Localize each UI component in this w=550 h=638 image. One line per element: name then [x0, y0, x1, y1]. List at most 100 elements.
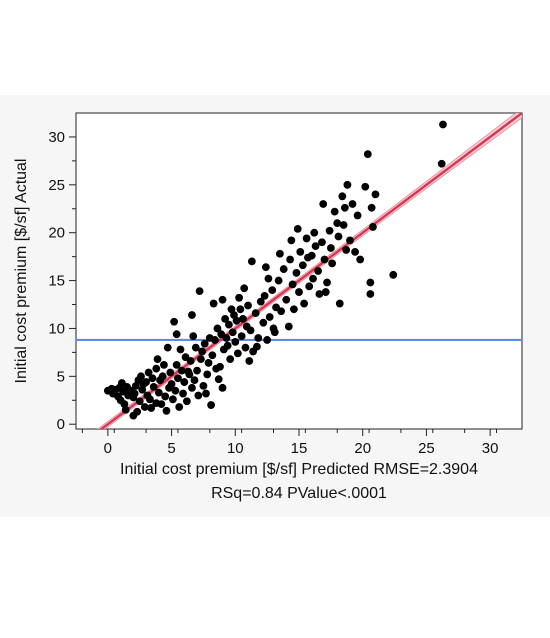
- data-point: [330, 207, 339, 216]
- data-point: [361, 182, 370, 191]
- data-point: [144, 368, 153, 377]
- data-point: [275, 249, 284, 258]
- x-axis-title-line1: Initial cost premium [$/sf] Predicted RM…: [120, 461, 478, 478]
- data-point: [351, 247, 359, 256]
- data-point: [167, 380, 176, 388]
- y-axis: 0 5 10 15 20 25 30: [48, 129, 76, 433]
- data-point: [247, 257, 256, 266]
- data-point: [221, 314, 229, 323]
- data-point: [439, 120, 447, 129]
- data-point: [147, 404, 156, 412]
- data-point: [241, 343, 250, 352]
- data-point: [298, 261, 307, 270]
- data-point: [323, 278, 331, 287]
- y-tick-label: 0: [57, 416, 65, 433]
- x-axis: 0 5 10 15 20 25 30: [81, 429, 498, 457]
- y-tick-label: 10: [48, 320, 65, 337]
- data-point: [121, 405, 130, 414]
- data-point: [346, 236, 354, 245]
- data-point: [342, 246, 351, 254]
- data-point: [367, 203, 376, 212]
- data-point: [310, 228, 319, 237]
- data-point: [168, 395, 177, 404]
- data-point: [302, 234, 311, 243]
- data-point: [157, 400, 166, 409]
- data-point: [319, 200, 328, 208]
- data-point: [194, 391, 203, 400]
- data-point: [279, 265, 288, 273]
- data-point: [148, 374, 157, 383]
- data-point: [189, 332, 198, 341]
- data-point: [320, 255, 329, 264]
- data-point: [325, 226, 334, 235]
- data-point: [222, 334, 231, 342]
- fit-line: [99, 113, 522, 429]
- data-point: [196, 355, 205, 363]
- data-point: [213, 324, 222, 333]
- data-point: [177, 366, 186, 375]
- y-axis-title: Initial cost premium [$/sf] Actual: [13, 159, 30, 384]
- data-point: [188, 383, 196, 392]
- data-point: [209, 299, 218, 308]
- data-point: [161, 392, 170, 401]
- data-point: [171, 386, 180, 395]
- data-point: [214, 375, 223, 384]
- data-point: [228, 328, 237, 337]
- fit-line-layer: [99, 113, 522, 429]
- data-point: [231, 337, 240, 346]
- data-point: [172, 330, 181, 339]
- data-point: [227, 305, 236, 314]
- data-point: [149, 382, 158, 391]
- data-point: [207, 401, 215, 409]
- data-point: [328, 259, 337, 268]
- data-point: [175, 403, 184, 411]
- data-point: [225, 320, 233, 329]
- data-point: [117, 379, 126, 387]
- data-point: [335, 299, 344, 308]
- x-tick-label: 10: [227, 440, 244, 457]
- y-tick-label: 5: [57, 368, 65, 385]
- data-point: [240, 284, 249, 293]
- data-point: [253, 342, 261, 351]
- data-point: [218, 295, 227, 304]
- data-point: [140, 403, 149, 411]
- data-point: [160, 360, 168, 369]
- data-point: [184, 367, 193, 376]
- data-point: [353, 211, 362, 220]
- data-point: [268, 286, 277, 295]
- data-point: [195, 287, 204, 296]
- data-point: [170, 317, 179, 326]
- data-point: [304, 253, 312, 262]
- data-point: [233, 349, 242, 358]
- data-point: [284, 322, 293, 331]
- data-point: [190, 376, 199, 385]
- data-point: [282, 295, 291, 304]
- data-point: [246, 326, 255, 335]
- data-point: [130, 389, 139, 398]
- data-point: [371, 190, 380, 199]
- data-point: [208, 351, 217, 360]
- data-point: [152, 364, 161, 373]
- data-point: [179, 389, 187, 398]
- data-point: [191, 343, 200, 352]
- data-point: [263, 336, 272, 344]
- data-point: [203, 370, 212, 379]
- data-point: [437, 159, 446, 168]
- data-point: [339, 221, 348, 229]
- data-point: [153, 355, 162, 363]
- data-point: [162, 406, 171, 415]
- data-point: [223, 341, 232, 350]
- data-point: [176, 345, 185, 354]
- data-point: [348, 200, 357, 208]
- data-point: [270, 328, 279, 337]
- data-point: [338, 192, 347, 201]
- data-point: [200, 339, 209, 348]
- data-point: [146, 395, 154, 404]
- data-point: [321, 288, 330, 296]
- data-point: [154, 388, 163, 397]
- data-point: [389, 270, 398, 279]
- data-point: [264, 274, 273, 283]
- y-tick-label: 15: [48, 273, 65, 290]
- data-point: [232, 316, 241, 325]
- data-point: [254, 334, 263, 342]
